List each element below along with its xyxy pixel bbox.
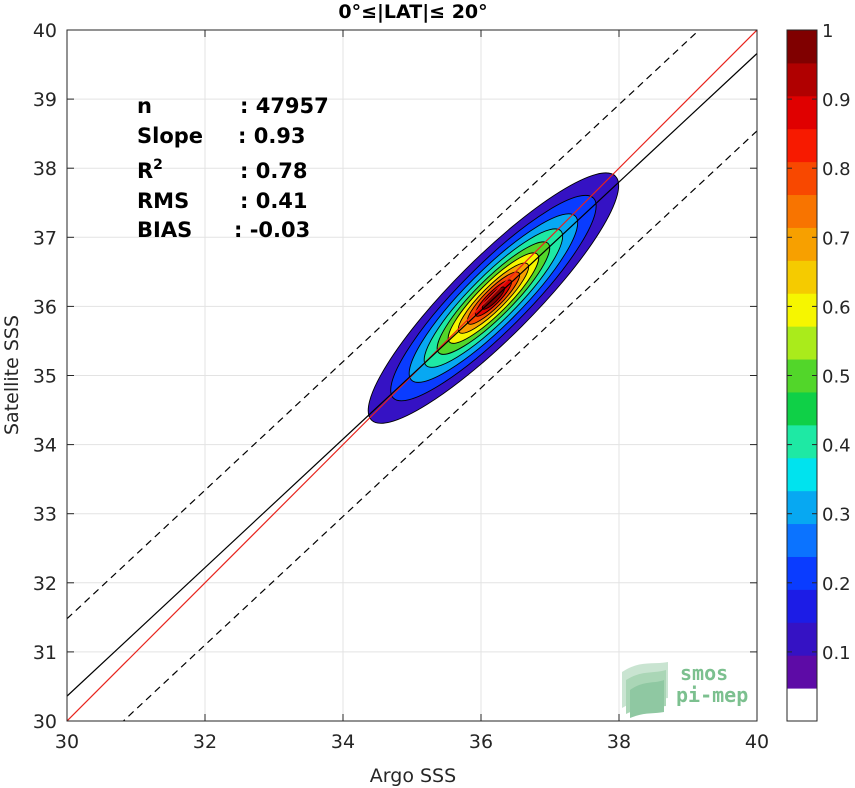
colorbar-segment [787, 490, 817, 525]
colorbar-segment [787, 424, 817, 459]
colorbar-segment [787, 589, 817, 623]
y-tick-label: 31 [33, 642, 57, 664]
y-tick-label: 36 [33, 296, 57, 318]
y-tick-label: 39 [33, 89, 57, 111]
y-tick-label: 34 [33, 435, 57, 457]
x-tick-label: 34 [331, 731, 355, 753]
smos-pimep-logo: smos pi-mep [622, 661, 748, 718]
colorbar-segment [787, 326, 817, 360]
colorbar-tick-label: 0.8 [822, 159, 851, 180]
colorbar-tick-label: 0.1 [822, 643, 851, 664]
colorbar-segment [787, 523, 817, 557]
colorbar-tick-label: 0.6 [822, 297, 851, 318]
colorbar-tick-label: 1 [822, 21, 833, 42]
plot-area: 30 32 34 36 38 40 30 31 32 33 34 35 36 37 38 39 40 n : 479… [33, 20, 769, 753]
stat-label: n [137, 94, 152, 118]
x-tick-label: 30 [55, 731, 79, 753]
colorbar-segment [787, 655, 817, 689]
colorbar-segment [787, 194, 817, 228]
colorbar-tick-label: 0.4 [822, 436, 851, 457]
colorbar-segment [787, 260, 817, 294]
y-axis-label: Satellite SSS [1, 315, 23, 435]
stat-label: RMS [137, 189, 189, 213]
regression-offset-line [122, 130, 757, 721]
density-contours [367, 172, 620, 424]
stat-value: : -0.03 [234, 218, 310, 242]
colorbar-segment [787, 62, 817, 97]
y-tick-label: 32 [33, 573, 57, 595]
x-tick-label: 40 [745, 731, 769, 753]
x-tick-label: 32 [193, 731, 217, 753]
colorbar-tick-label: 0.7 [822, 228, 851, 249]
x-tick-label: 36 [469, 731, 493, 753]
logo-text-smos: smos [680, 661, 728, 685]
stat-value: : 0.41 [240, 189, 308, 213]
stat-value: : 47957 [240, 94, 329, 118]
y-tick-label: 40 [33, 20, 57, 42]
stat-superscript: 2 [153, 157, 163, 173]
y-tick-label: 38 [33, 158, 57, 180]
colorbar-segment [787, 556, 817, 590]
colorbar-segment [787, 293, 817, 327]
colorbar-segment [787, 391, 817, 426]
y-tick-label: 35 [33, 366, 57, 388]
stat-value: : 0.93 [238, 124, 306, 148]
colorbar-tick-label: 0.9 [822, 90, 851, 111]
colorbar-segment [787, 457, 817, 492]
chart-title: 0°≤|LAT|≤ 20° [338, 1, 487, 23]
reference-lines [67, 30, 757, 721]
stat-label: Slope [137, 124, 203, 148]
y-tick-label: 33 [33, 504, 57, 526]
colorbar-segment [787, 30, 817, 64]
colorbar-segment [787, 161, 817, 196]
colorbar-tick-label: 0.5 [822, 367, 851, 388]
regression+offset-line [67, 30, 701, 620]
logo-wave-icon [622, 662, 668, 718]
x-axis-label: Argo SSS [370, 765, 456, 787]
colorbar-tick-label: 0.3 [822, 505, 851, 526]
regression-line [67, 53, 757, 697]
stat-label: BIAS [137, 218, 192, 242]
stat-value: : 0.78 [240, 159, 308, 183]
colorbar: 0.1 0.2 0.3 0.4 0.5 0.6 0.7 0.8 0.9 1 [786, 21, 851, 722]
y-tick-label: 30 [33, 711, 57, 733]
x-tick-label: 38 [607, 731, 631, 753]
colorbar-segment [787, 227, 817, 261]
colorbar-segment [787, 128, 817, 163]
colorbar-segment [787, 622, 817, 656]
colorbar-segment [787, 688, 817, 722]
colorbar-segment [787, 95, 817, 130]
logo-text-pimep: pi-mep [676, 683, 748, 707]
y-tick-label: 37 [33, 227, 57, 249]
colorbar-tick-label: 0.2 [822, 574, 851, 595]
